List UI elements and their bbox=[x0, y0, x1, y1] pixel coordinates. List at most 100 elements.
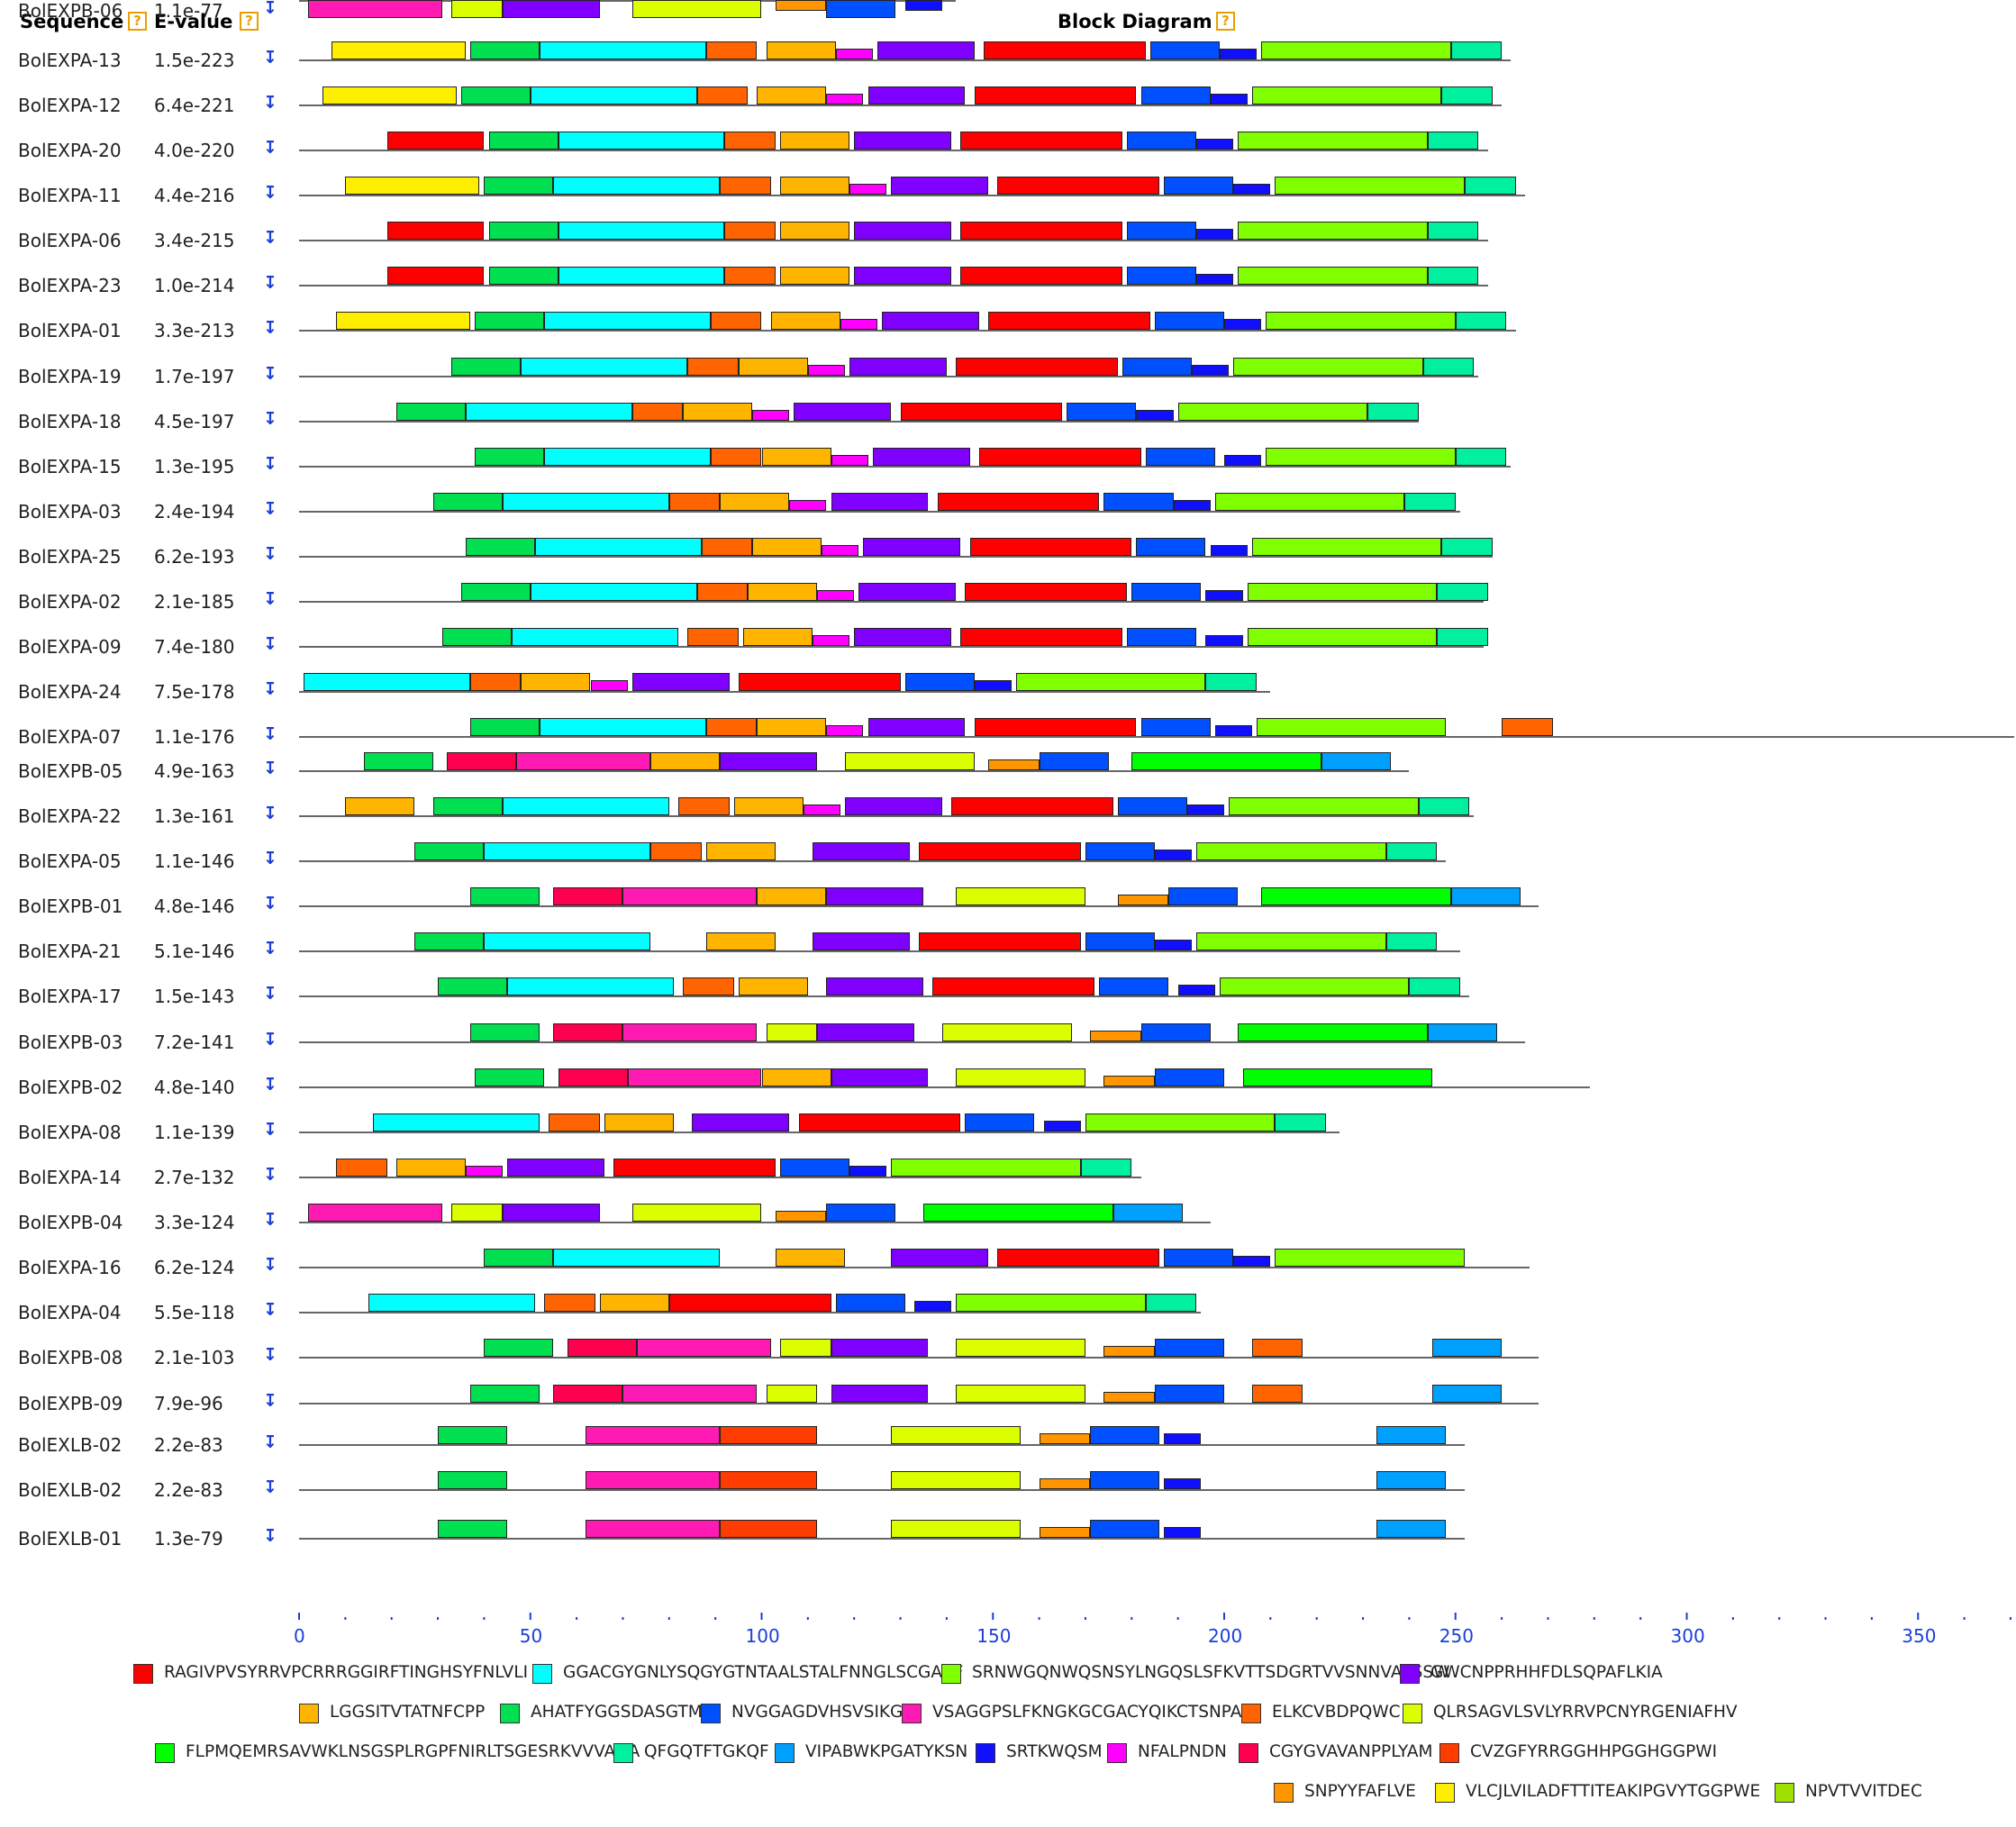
motif-block-m4[interactable] bbox=[826, 977, 924, 995]
motif-block-m5[interactable] bbox=[650, 752, 721, 770]
motif-block-m1[interactable] bbox=[960, 222, 1123, 240]
motif-block-m2[interactable] bbox=[502, 493, 669, 511]
motif-block-m7[interactable] bbox=[826, 1204, 896, 1222]
motif-block-m13[interactable] bbox=[1376, 1426, 1447, 1444]
motif-block-m8[interactable] bbox=[308, 0, 443, 18]
motif-block-m5[interactable] bbox=[720, 493, 790, 511]
motif-block-m1[interactable] bbox=[951, 797, 1113, 815]
motif-block-m6[interactable] bbox=[469, 41, 540, 59]
motif-block-m5[interactable] bbox=[705, 932, 776, 950]
motif-block-m8[interactable] bbox=[308, 1204, 443, 1222]
motif-block-m3[interactable] bbox=[1015, 673, 1206, 691]
motif-block-m5[interactable] bbox=[604, 1113, 674, 1132]
motif-block-m6[interactable] bbox=[465, 538, 535, 556]
motif-block-m12[interactable] bbox=[1450, 41, 1503, 59]
motif-block-m12[interactable] bbox=[1437, 628, 1488, 646]
motif-block-m12[interactable] bbox=[1441, 538, 1493, 556]
motif-block-m7[interactable] bbox=[1090, 1471, 1160, 1489]
motif-block-m7[interactable] bbox=[1145, 448, 1215, 466]
motif-block-m15[interactable] bbox=[590, 680, 628, 691]
motif-block-m14[interactable] bbox=[1136, 410, 1174, 421]
motif-block-m2[interactable] bbox=[530, 86, 697, 105]
motif-block-m1[interactable] bbox=[974, 718, 1137, 736]
motif-block-m16[interactable] bbox=[553, 887, 623, 905]
motif-block-m5[interactable] bbox=[761, 448, 831, 466]
motif-block-m1[interactable] bbox=[997, 177, 1160, 195]
motif-block-m15[interactable] bbox=[835, 49, 873, 59]
motif-block-m7[interactable] bbox=[1154, 1339, 1224, 1357]
motif-block-m5[interactable] bbox=[599, 1294, 669, 1312]
motif-block-m7[interactable] bbox=[780, 1159, 850, 1177]
motif-block-m13[interactable] bbox=[1450, 887, 1521, 905]
motif-block-m9[interactable] bbox=[1251, 1339, 1303, 1357]
motif-block-m1[interactable] bbox=[960, 132, 1123, 150]
motif-block-m7[interactable] bbox=[1085, 932, 1155, 950]
motif-block-m6[interactable] bbox=[469, 1385, 540, 1403]
motif-block-m14[interactable] bbox=[974, 680, 1012, 691]
motif-block-m16[interactable] bbox=[558, 1068, 628, 1086]
motif-block-m7[interactable] bbox=[1039, 752, 1109, 770]
motif-block-m1[interactable] bbox=[974, 86, 1137, 105]
motif-block-m4[interactable] bbox=[502, 0, 600, 18]
motif-block-m9[interactable] bbox=[711, 448, 762, 466]
motif-block-m6[interactable] bbox=[475, 1068, 545, 1086]
motif-block-m16[interactable] bbox=[447, 752, 517, 770]
motif-block-m14[interactable] bbox=[1214, 725, 1252, 736]
motif-block-m7[interactable] bbox=[1117, 797, 1187, 815]
motif-block-m7[interactable] bbox=[1164, 177, 1234, 195]
motif-block-m12[interactable] bbox=[1385, 842, 1438, 860]
motif-block-m9[interactable] bbox=[696, 86, 749, 105]
motif-block-m12[interactable] bbox=[1427, 132, 1479, 150]
motif-block-m12[interactable] bbox=[1385, 932, 1438, 950]
motif-block-m9[interactable] bbox=[544, 1294, 595, 1312]
motif-block-m7[interactable] bbox=[1085, 842, 1155, 860]
motif-block-m9[interactable] bbox=[1502, 718, 1553, 736]
motif-block-m12[interactable] bbox=[1437, 583, 1488, 601]
motif-block-m4[interactable] bbox=[872, 448, 970, 466]
motif-block-m2[interactable] bbox=[484, 932, 651, 950]
motif-block-m10[interactable] bbox=[631, 0, 762, 18]
motif-block-m9[interactable] bbox=[549, 1113, 600, 1132]
motif-block-m10[interactable] bbox=[451, 1204, 503, 1222]
motif-block-m4[interactable] bbox=[858, 583, 957, 601]
motif-block-m3[interactable] bbox=[1247, 628, 1438, 646]
motif-block-m10[interactable] bbox=[766, 1385, 818, 1403]
motif-block-m3[interactable] bbox=[1261, 41, 1451, 59]
motif-block-m4[interactable] bbox=[844, 797, 942, 815]
motif-block-m12[interactable] bbox=[1080, 1159, 1132, 1177]
motif-block-m2[interactable] bbox=[465, 403, 632, 421]
motif-block-m7[interactable] bbox=[1154, 1068, 1224, 1086]
motif-block-m6[interactable] bbox=[488, 267, 558, 285]
motif-block-m9[interactable] bbox=[724, 222, 776, 240]
motif-block-m18[interactable] bbox=[988, 759, 1040, 770]
motif-block-m6[interactable] bbox=[484, 1249, 554, 1267]
motif-block-m7[interactable] bbox=[1090, 1520, 1160, 1538]
motif-block-m12[interactable] bbox=[1367, 403, 1419, 421]
motif-block-m9[interactable] bbox=[650, 842, 702, 860]
motif-block-m5[interactable] bbox=[752, 538, 822, 556]
motif-block-m9[interactable] bbox=[668, 493, 721, 511]
motif-block-m4[interactable] bbox=[854, 222, 952, 240]
motif-block-m6[interactable] bbox=[469, 887, 540, 905]
motif-block-m4[interactable] bbox=[831, 1339, 929, 1357]
motif-block-m5[interactable] bbox=[395, 1159, 466, 1177]
motif-block-m18[interactable] bbox=[1090, 1031, 1141, 1041]
motif-block-m4[interactable] bbox=[812, 932, 910, 950]
motif-block-m10[interactable] bbox=[780, 1339, 831, 1357]
motif-block-m14[interactable] bbox=[1164, 1527, 1202, 1538]
motif-block-m18[interactable] bbox=[1117, 895, 1169, 905]
motif-block-m17[interactable] bbox=[720, 1471, 818, 1489]
motif-block-m7[interactable] bbox=[1149, 41, 1220, 59]
motif-block-m1[interactable] bbox=[960, 628, 1123, 646]
motif-block-m7[interactable] bbox=[1140, 718, 1211, 736]
motif-block-m12[interactable] bbox=[1145, 1294, 1197, 1312]
motif-block-m10[interactable] bbox=[891, 1471, 1022, 1489]
motif-block-m1[interactable] bbox=[798, 1113, 961, 1132]
motif-block-m2[interactable] bbox=[368, 1294, 535, 1312]
motif-block-m10[interactable] bbox=[891, 1520, 1022, 1538]
motif-block-m6[interactable] bbox=[432, 493, 503, 511]
motif-block-m4[interactable] bbox=[831, 493, 929, 511]
motif-block-m14[interactable] bbox=[1173, 500, 1211, 511]
motif-block-m1[interactable] bbox=[919, 842, 1081, 860]
motif-block-m18[interactable] bbox=[1103, 1346, 1155, 1357]
